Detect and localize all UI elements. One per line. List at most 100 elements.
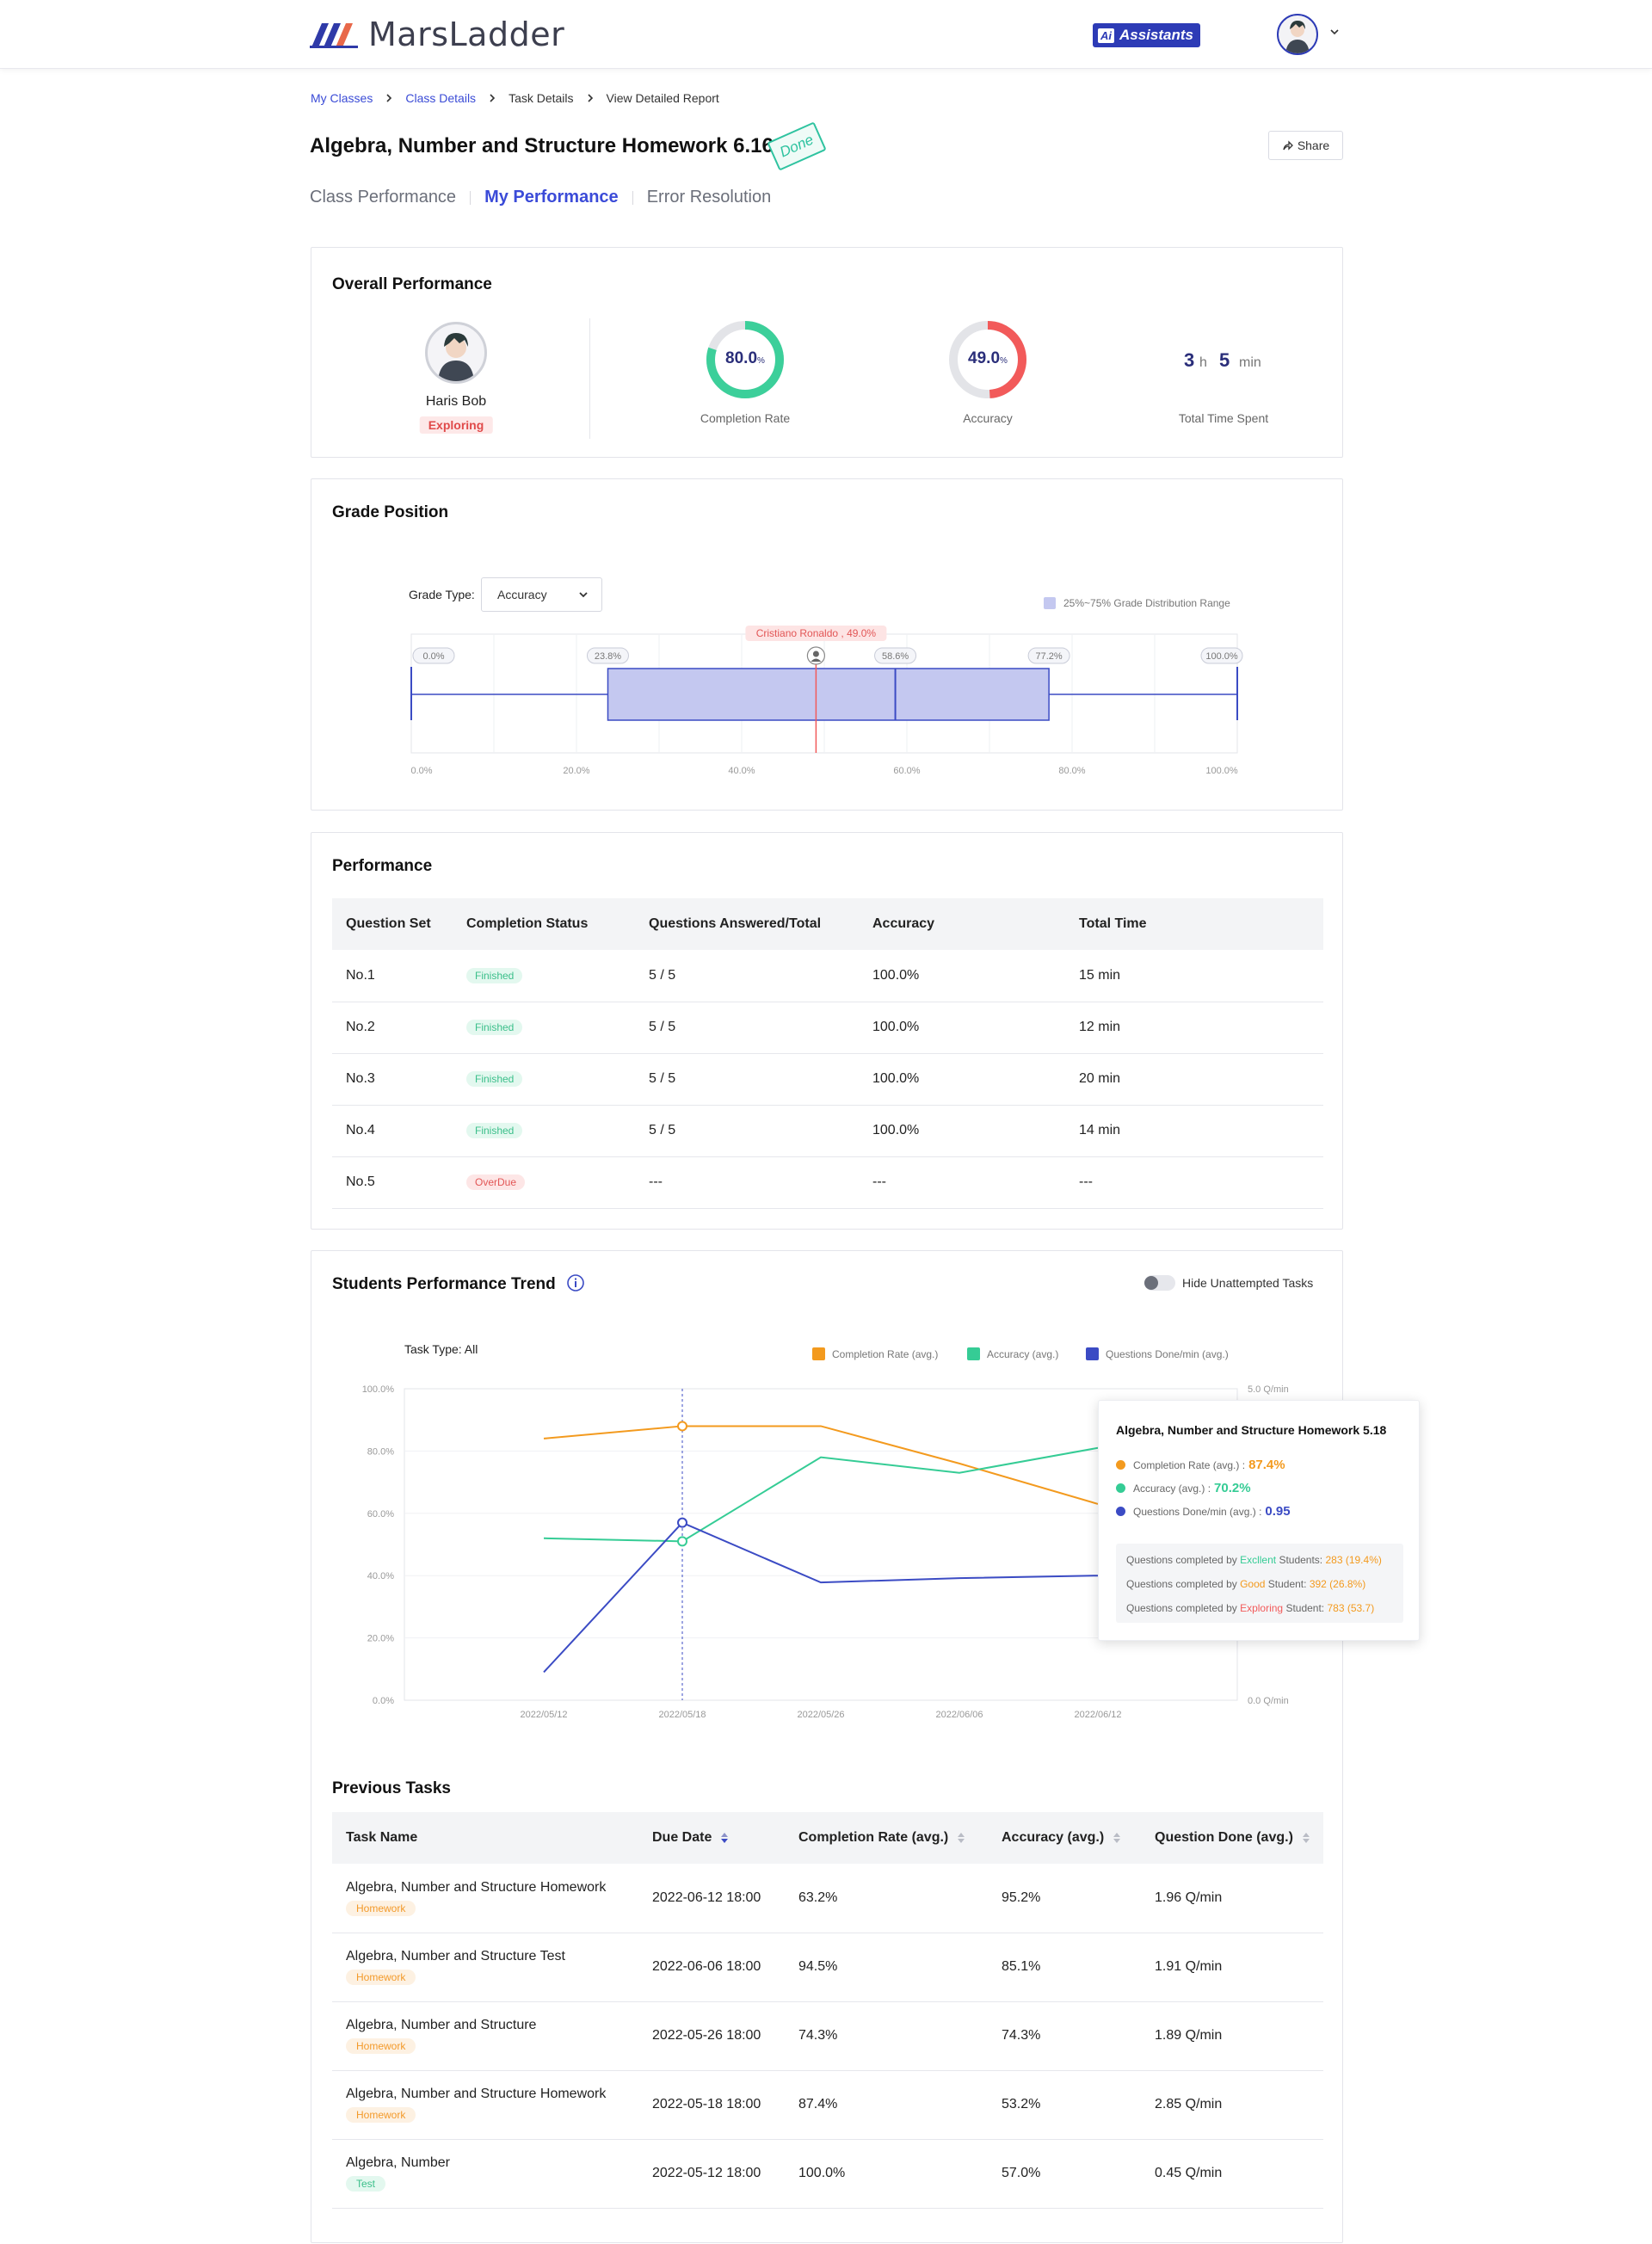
legend-swatch — [812, 1347, 825, 1360]
task-type-badge: Test — [346, 2176, 386, 2192]
table-row: No.1 Finished 5 / 5 100.0% 15 min — [332, 950, 1323, 1002]
due-date-cell: 2022-06-12 18:00 — [638, 1864, 785, 1933]
completion-rate-ring-fill — [706, 321, 784, 398]
marsladder-logo[interactable]: MarsLadder — [310, 15, 564, 53]
ai-icon: Ai — [1098, 28, 1114, 43]
series-point[interactable] — [677, 1421, 687, 1432]
page-title: Algebra, Number and Structure Homework 6… — [310, 134, 774, 157]
column-header: Task Name — [332, 1812, 638, 1864]
task-type-badge: Homework — [346, 2107, 416, 2123]
table-row[interactable]: Algebra, Number and Structure Test Homewo… — [332, 1933, 1323, 2002]
box-value-pill — [874, 647, 917, 664]
chevron-right-icon — [386, 94, 392, 102]
box-value-label: 77.2% — [1036, 651, 1063, 662]
accuracy-value: 49.0% — [968, 349, 1008, 367]
grade-type-select[interactable]: Accuracy — [481, 577, 602, 612]
chevron-down-icon[interactable] — [1328, 26, 1341, 38]
grade-position-card: Grade Position Grade Type: Accuracy 25%~… — [311, 478, 1343, 811]
task-type-label[interactable]: Task Type: All — [404, 1342, 478, 1356]
student-marker-body — [811, 658, 822, 662]
table-row[interactable]: Algebra, Number and Structure Homework Ho… — [332, 2070, 1323, 2140]
task-name[interactable]: Algebra, Number and Structure Test — [346, 1949, 565, 1964]
y-left-tick-label: 0.0% — [373, 1696, 394, 1706]
series-line — [543, 1425, 1099, 1505]
tooltip-breakdown: Questions completed by Excllent Students… — [1116, 1544, 1403, 1623]
task-name-cell: Algebra, Number and Structure Homework Ho… — [332, 2070, 638, 2140]
table-row[interactable]: Algebra, Number and Structure Homework Ho… — [332, 1864, 1323, 1933]
legend-completion[interactable]: Completion Rate (avg.) — [812, 1347, 938, 1360]
breadcrumb-class-details[interactable]: Class Details — [405, 91, 477, 105]
user-avatar[interactable] — [1277, 14, 1318, 55]
completion-cell: 100.0% — [785, 2139, 988, 2209]
chevron-right-icon — [587, 94, 593, 102]
status-cell: Finished — [453, 1002, 635, 1054]
legend-accuracy[interactable]: Accuracy (avg.) — [967, 1347, 1058, 1360]
task-name-cell: Algebra, Number and Structure Test Homewo… — [332, 1933, 638, 2002]
y-left-tick-label: 80.0% — [367, 1446, 394, 1457]
column-header-due-date[interactable]: Due Date — [638, 1812, 785, 1864]
column-header-question-done[interactable]: Question Done (avg.) — [1141, 1812, 1323, 1864]
y-right-tick-label: 5.0 Q/min — [1248, 1384, 1289, 1395]
question-done-cell: 1.96 Q/min — [1141, 1864, 1323, 1933]
table-row: No.2 Finished 5 / 5 100.0% 12 min — [332, 1002, 1323, 1054]
x-tick-label: 0.0% — [410, 766, 432, 776]
time-hours-unit: h — [1199, 355, 1207, 370]
chart-tooltip: Algebra, Number and Structure Homework 5… — [1098, 1400, 1420, 1641]
breadcrumb: My Classes Class Details Task Details Vi… — [311, 91, 719, 105]
table-header-row: Question Set Completion Status Questions… — [332, 898, 1323, 950]
tooltip-excellent-row: Questions completed by Excllent Students… — [1126, 1554, 1382, 1566]
tab-divider — [632, 190, 633, 205]
time-cell: 20 min — [1065, 1053, 1323, 1106]
x-tick-label: 40.0% — [728, 766, 755, 776]
task-name[interactable]: Algebra, Number and Structure Homework — [346, 1879, 607, 1895]
status-badge: OverDue — [466, 1174, 526, 1190]
sort-icon — [1113, 1832, 1121, 1843]
answered-cell: 5 / 5 — [635, 950, 859, 1002]
accuracy-ring — [949, 321, 1026, 398]
answered-cell: 5 / 5 — [635, 1002, 859, 1054]
breadcrumb-task-details[interactable]: Task Details — [509, 91, 574, 105]
ai-assistants-label: Assistants — [1119, 27, 1193, 43]
tab-error-resolution[interactable]: Error Resolution — [646, 188, 772, 207]
tab-class-performance[interactable]: Class Performance — [310, 188, 457, 207]
iqr-box — [607, 668, 1050, 721]
table-header-row: Task Name Due Date Completion Rate (avg.… — [332, 1812, 1323, 1864]
ai-assistants-button[interactable]: Ai Assistants — [1093, 23, 1200, 47]
completion-cell: 74.3% — [785, 2001, 988, 2071]
due-date-cell: 2022-06-06 18:00 — [638, 1933, 785, 2002]
accuracy-cell: 57.0% — [988, 2139, 1141, 2209]
box-value-pill — [1200, 647, 1243, 664]
task-name[interactable]: Algebra, Number and Structure Homework — [346, 2087, 607, 2101]
column-header: Accuracy — [859, 898, 1065, 950]
table-row[interactable]: Algebra, Number and Structure Homework 20… — [332, 2001, 1323, 2071]
top-bar: MarsLadder Ai Assistants — [0, 0, 1652, 69]
series-point[interactable] — [677, 1517, 687, 1528]
box-value-label: 100.0% — [1205, 651, 1238, 662]
task-name[interactable]: Algebra, Number — [346, 2155, 450, 2170]
overall-performance-title: Overall Performance — [332, 275, 492, 293]
tooltip-good-row: Questions completed by Good Student: 392… — [1126, 1578, 1366, 1590]
tab-my-performance[interactable]: My Performance — [484, 188, 619, 207]
info-icon[interactable] — [566, 1273, 585, 1292]
breadcrumb-my-classes[interactable]: My Classes — [311, 91, 373, 105]
performance-table: Question Set Completion Status Questions… — [332, 898, 1323, 1209]
table-row: No.4 Finished 5 / 5 100.0% 14 min — [332, 1105, 1323, 1157]
time-cell: 12 min — [1065, 1002, 1323, 1054]
series-point[interactable] — [677, 1536, 687, 1547]
completion-cell: 87.4% — [785, 2070, 988, 2140]
column-header-accuracy[interactable]: Accuracy (avg.) — [988, 1812, 1141, 1864]
tooltip-row-questions: Questions Done/min (avg.) :0.95 — [1116, 1504, 1291, 1519]
table-row[interactable]: Algebra, Number Test 2022-05-12 18:00 100… — [332, 2139, 1323, 2209]
column-header: Question Set — [332, 898, 453, 950]
share-button[interactable]: Share — [1268, 131, 1343, 160]
student-name: Haris Bob — [425, 394, 487, 409]
tooltip-row-accuracy: Accuracy (avg.) :70.2% — [1116, 1481, 1251, 1495]
x-tick-label: 2022/06/12 — [1074, 1710, 1121, 1720]
box-value-label: 58.6% — [882, 651, 909, 662]
student-marker-pill — [745, 626, 887, 641]
column-header-completion[interactable]: Completion Rate (avg.) — [785, 1812, 988, 1864]
task-name[interactable]: Algebra, Number and Structure — [346, 2018, 537, 2032]
question-done-cell: 1.91 Q/min — [1141, 1933, 1323, 2002]
task-name-cell: Algebra, Number Test — [332, 2139, 638, 2209]
legend-questions-done[interactable]: Questions Done/min (avg.) — [1086, 1347, 1229, 1360]
